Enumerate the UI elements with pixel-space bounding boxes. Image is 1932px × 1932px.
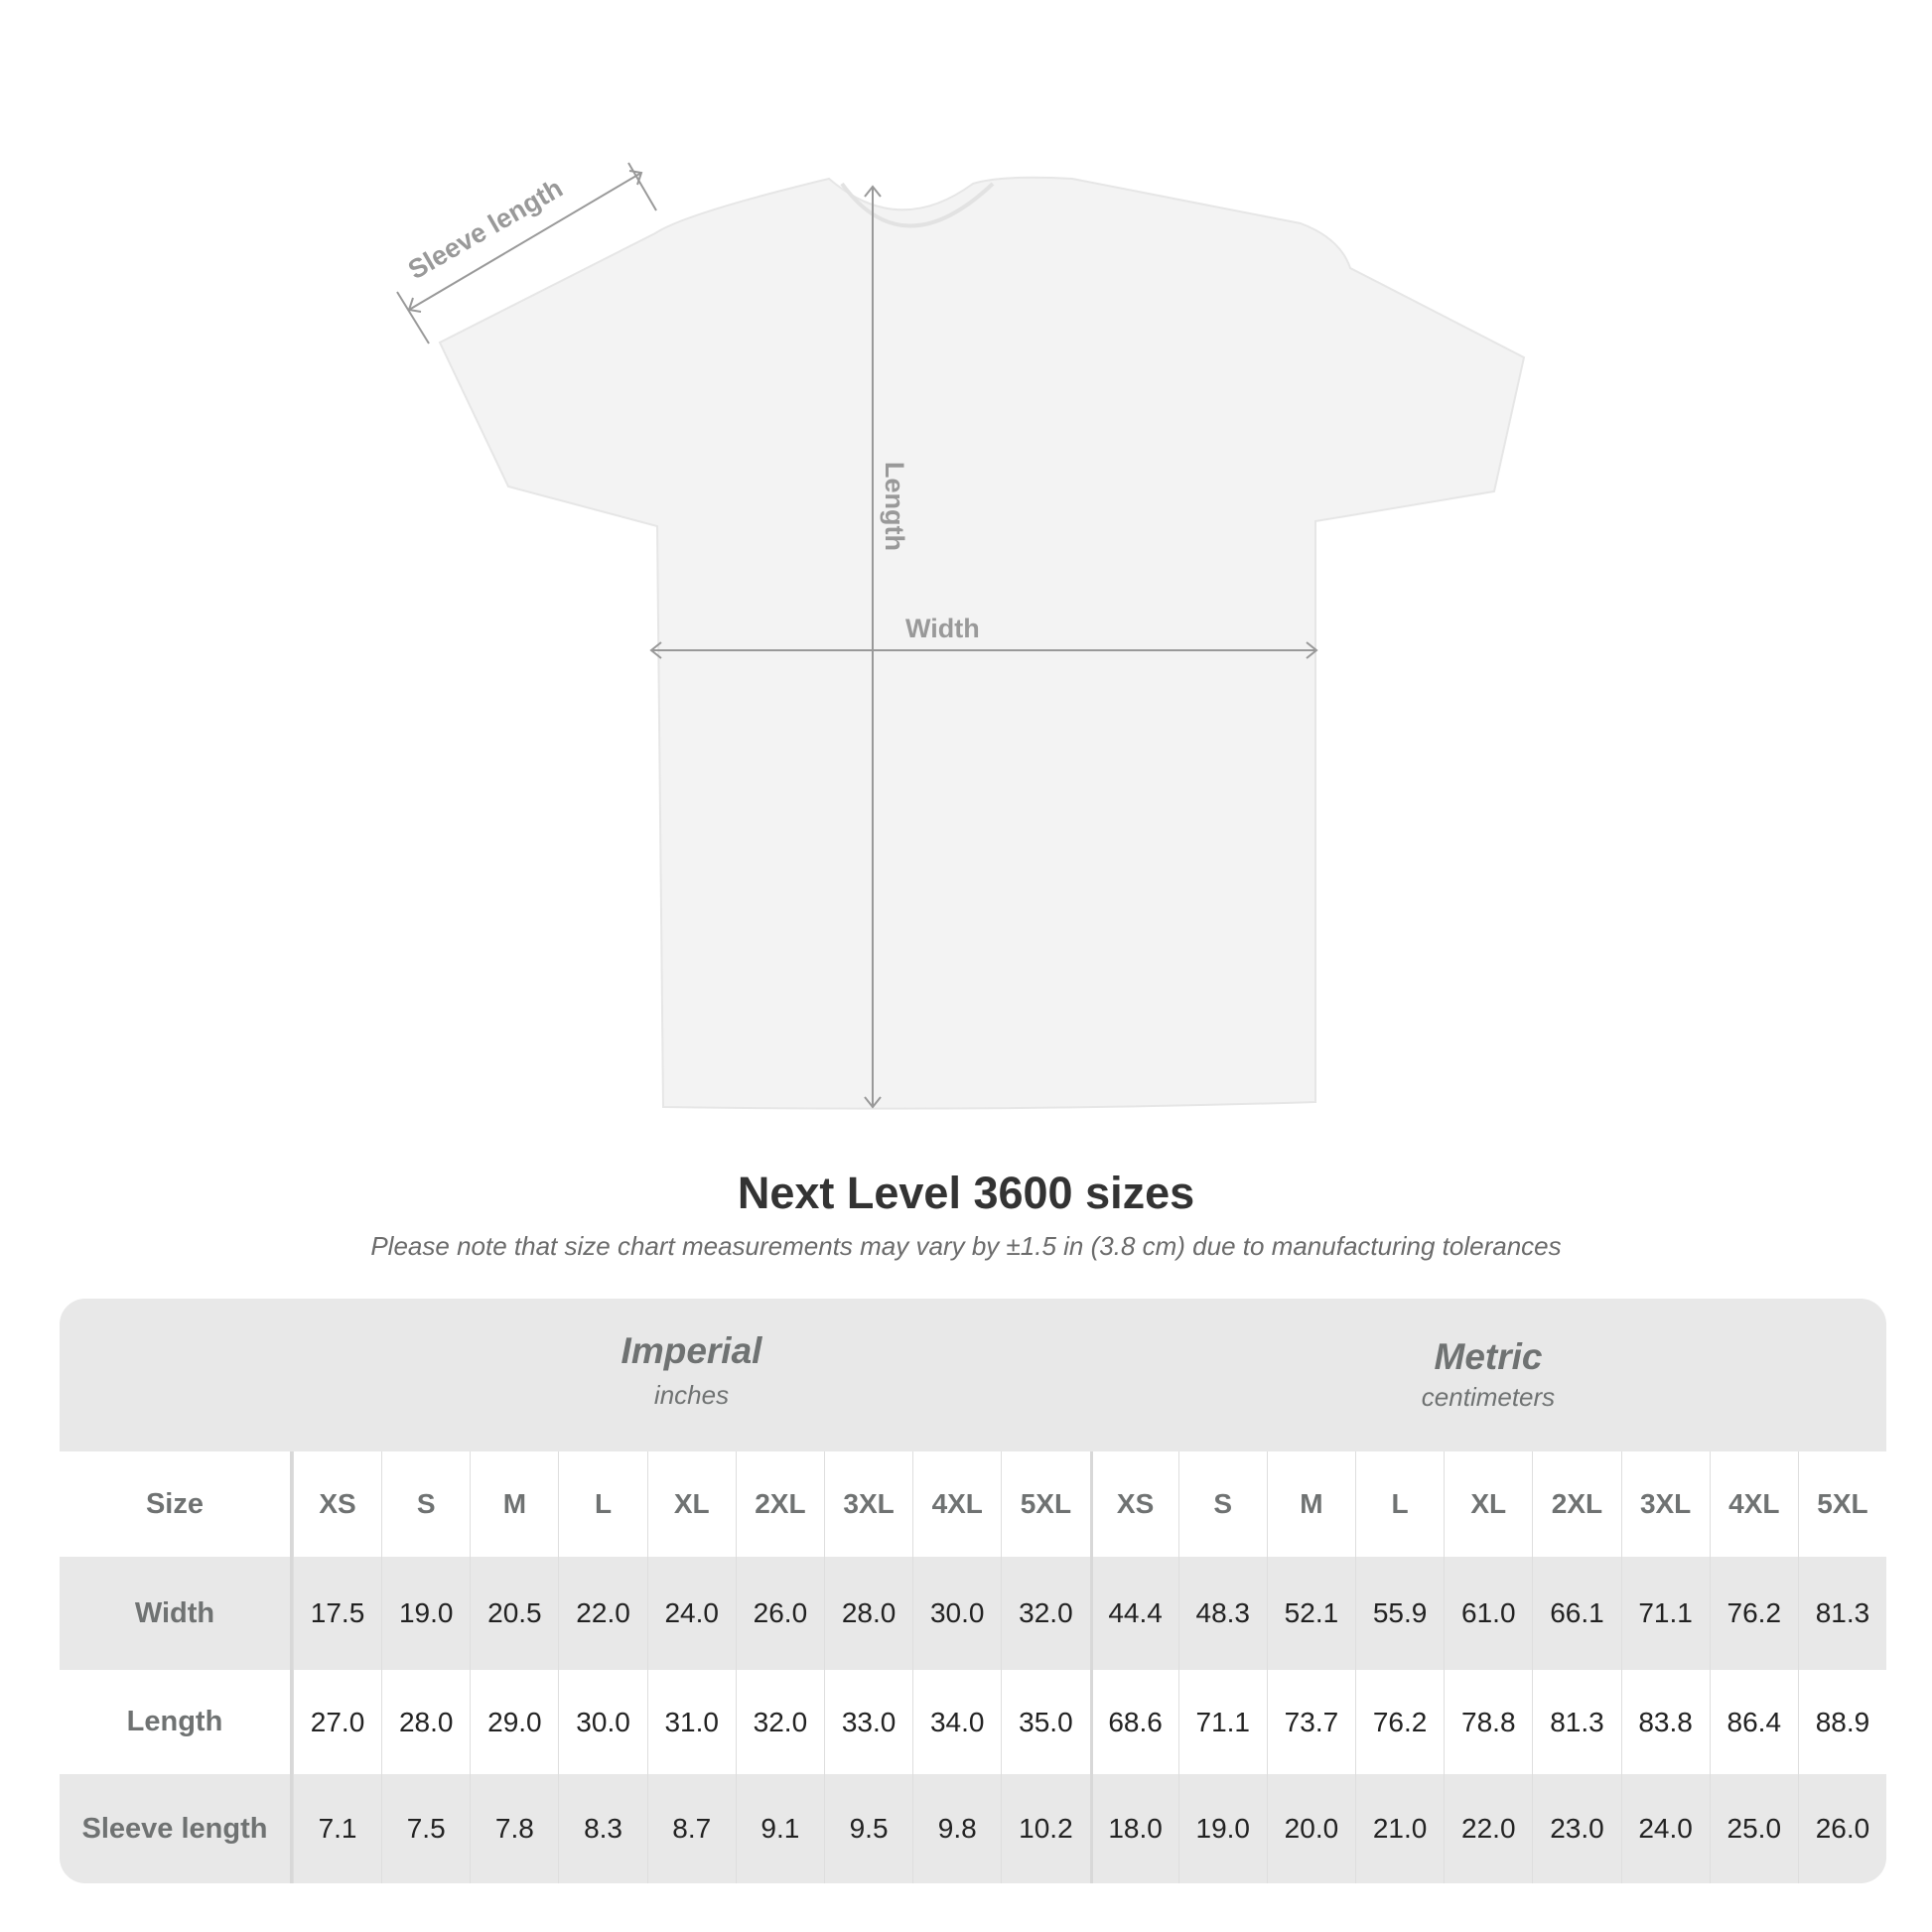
size-table: Imperial inches Metric centimeters Size X… — [60, 1299, 1886, 1883]
metric-title: Metric — [1434, 1336, 1543, 1377]
value-cell: 88.9 — [1797, 1670, 1886, 1774]
size-header-cell: 4XL — [1709, 1451, 1798, 1557]
size-header-cell: L — [558, 1451, 646, 1557]
value-cell: 24.0 — [1620, 1774, 1710, 1883]
value-cell: 23.0 — [1532, 1774, 1620, 1883]
value-cell: 9.1 — [735, 1774, 824, 1883]
value-cell: 10.2 — [1001, 1774, 1089, 1883]
value-cell: 19.0 — [1177, 1774, 1267, 1883]
size-header-cell: 5XL — [1797, 1451, 1886, 1557]
size-header-cell: S — [381, 1451, 470, 1557]
value-cell: 20.5 — [470, 1557, 558, 1670]
value-cell: 9.8 — [912, 1774, 1001, 1883]
value-cell: 86.4 — [1709, 1670, 1798, 1774]
length-label: Length — [880, 462, 909, 551]
value-cell: 7.5 — [381, 1774, 470, 1883]
page-title: Next Level 3600 sizes — [737, 1168, 1195, 1218]
tshirt-diagram: Sleeve length Length Width — [396, 162, 1526, 1110]
width-label: Width — [905, 614, 980, 643]
size-header-cell: L — [1355, 1451, 1444, 1557]
value-cell: 7.8 — [470, 1774, 558, 1883]
sleeve-arrow — [408, 172, 642, 311]
size-header-cell: 4XL — [912, 1451, 1001, 1557]
value-cell: 20.0 — [1266, 1774, 1355, 1883]
metric-group-header: Metric centimeters — [1090, 1299, 1886, 1451]
size-header-cell: XS — [1089, 1451, 1178, 1557]
table-row: Length 27.0 28.0 29.0 30.0 31.0 32.0 33.0 34.0 35… — [60, 1670, 1886, 1774]
value-cell: 61.0 — [1444, 1557, 1532, 1670]
value-cell: 35.0 — [1001, 1670, 1089, 1774]
size-header-cell: XL — [646, 1451, 736, 1557]
value-cell: 24.0 — [646, 1557, 736, 1670]
size-header-row: Size XS S M L XL 2XL 3XL 4XL 5XL XS S M L XL 2XL 3XL 4XL 5… — [60, 1451, 1886, 1557]
size-header-cell: 3XL — [823, 1451, 912, 1557]
tolerance-note: Please note that size chart measurements… — [370, 1231, 1562, 1261]
value-cell: 81.3 — [1532, 1670, 1620, 1774]
value-cell: 71.1 — [1620, 1557, 1710, 1670]
value-cell: 66.1 — [1532, 1557, 1620, 1670]
value-cell: 76.2 — [1355, 1670, 1444, 1774]
size-header-cell: 5XL — [1001, 1451, 1089, 1557]
value-cell: 31.0 — [646, 1670, 736, 1774]
value-cell: 9.5 — [823, 1774, 912, 1883]
imperial-title: Imperial — [621, 1330, 762, 1371]
value-cell: 33.0 — [823, 1670, 912, 1774]
value-cell: 21.0 — [1355, 1774, 1444, 1883]
value-cell: 32.0 — [1001, 1557, 1089, 1670]
imperial-unit: inches — [653, 1380, 730, 1410]
tshirt-illustration — [438, 176, 1526, 1110]
value-cell: 26.0 — [735, 1557, 824, 1670]
value-cell: 32.0 — [735, 1670, 824, 1774]
value-cell: 25.0 — [1709, 1774, 1798, 1883]
size-header-cell: 3XL — [1620, 1451, 1710, 1557]
value-cell: 48.3 — [1177, 1557, 1267, 1670]
value-cell: 29.0 — [470, 1670, 558, 1774]
size-header-cell: XL — [1444, 1451, 1532, 1557]
value-cell: 18.0 — [1089, 1774, 1178, 1883]
size-header-cell: 2XL — [1532, 1451, 1620, 1557]
imperial-group-header: Imperial inches — [293, 1299, 1090, 1451]
table-row: Sleeve length 7.1 7.5 7.8 8.3 8.7 9.1 9.5 9.8 10.… — [60, 1774, 1886, 1883]
value-cell: 68.6 — [1089, 1670, 1178, 1774]
value-cell: 28.0 — [823, 1557, 912, 1670]
value-cell: 22.0 — [1444, 1774, 1532, 1883]
value-cell: 8.7 — [646, 1774, 736, 1883]
value-cell: 71.1 — [1177, 1670, 1267, 1774]
value-cell: 73.7 — [1266, 1670, 1355, 1774]
size-header-cell: S — [1177, 1451, 1267, 1557]
row-label: Size — [60, 1451, 293, 1557]
sleeve-length-label: Sleeve length — [403, 173, 568, 285]
value-cell: 83.8 — [1620, 1670, 1710, 1774]
value-cell: 34.0 — [912, 1670, 1001, 1774]
value-cell: 78.8 — [1444, 1670, 1532, 1774]
value-cell: 76.2 — [1709, 1557, 1798, 1670]
size-header-cell: M — [470, 1451, 558, 1557]
value-cell: 17.5 — [292, 1557, 381, 1670]
value-cell: 44.4 — [1089, 1557, 1178, 1670]
value-cell: 55.9 — [1355, 1557, 1444, 1670]
value-cell: 81.3 — [1797, 1557, 1886, 1670]
value-cell: 19.0 — [381, 1557, 470, 1670]
row-label: Width — [60, 1557, 293, 1670]
value-cell: 27.0 — [292, 1670, 381, 1774]
metric-unit: centimeters — [1421, 1382, 1556, 1412]
table-row: Width 17.5 19.0 20.5 22.0 24.0 26.0 28.0 30.0 32.… — [60, 1557, 1886, 1670]
value-cell: 22.0 — [558, 1557, 646, 1670]
size-header-cell: 2XL — [735, 1451, 824, 1557]
size-header-cell: M — [1266, 1451, 1355, 1557]
value-cell: 52.1 — [1266, 1557, 1355, 1670]
value-cell: 26.0 — [1797, 1774, 1886, 1883]
value-cell: 7.1 — [292, 1774, 381, 1883]
value-cell: 30.0 — [558, 1670, 646, 1774]
row-label: Length — [60, 1670, 293, 1774]
size-header-cell: XS — [292, 1451, 381, 1557]
row-label: Sleeve length — [60, 1774, 293, 1883]
value-cell: 8.3 — [558, 1774, 646, 1883]
value-cell: 30.0 — [912, 1557, 1001, 1670]
value-cell: 28.0 — [381, 1670, 470, 1774]
